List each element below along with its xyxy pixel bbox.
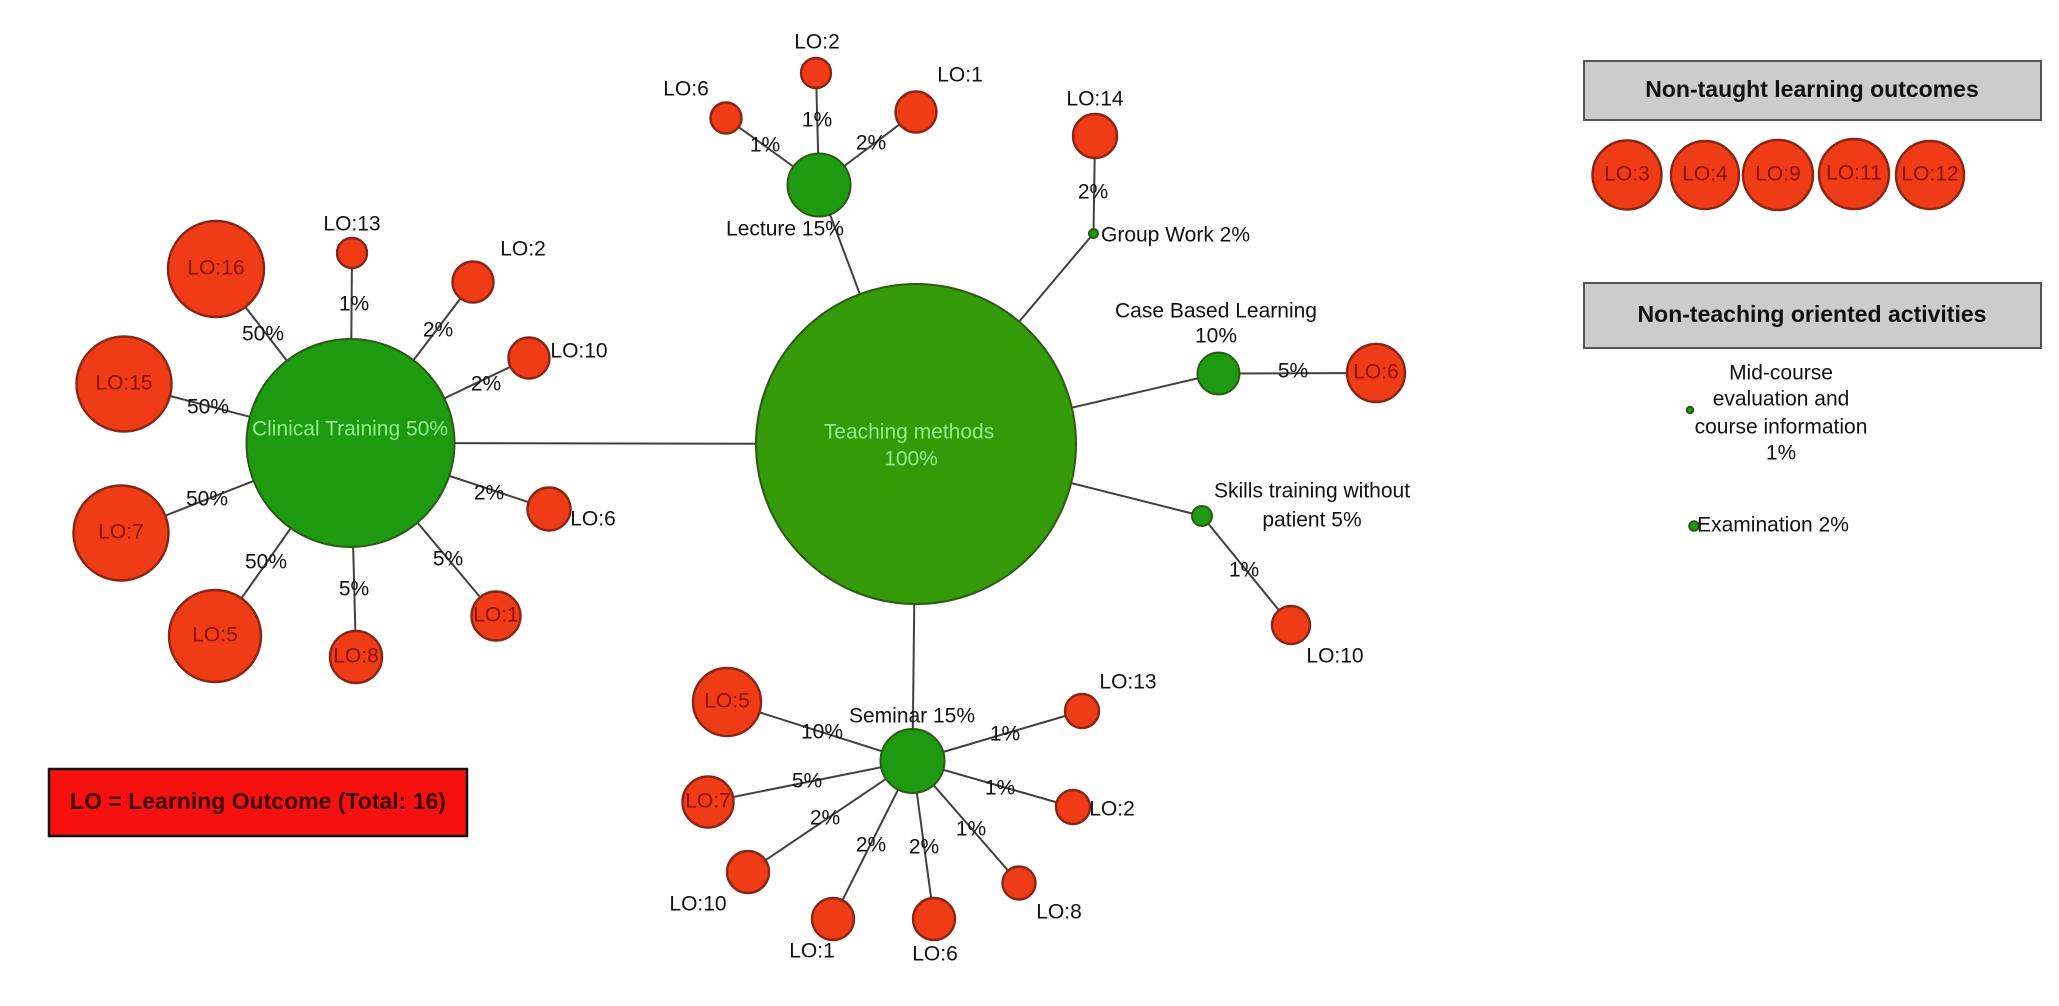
svg-text:LO:14: LO:14 [1066, 88, 1124, 111]
svg-text:LO:7: LO:7 [98, 521, 144, 544]
svg-text:2%: 2% [474, 482, 504, 505]
svg-text:LO:13: LO:13 [1099, 671, 1156, 694]
svg-text:LO:13: LO:13 [323, 213, 380, 236]
svg-text:5%: 5% [1278, 360, 1308, 383]
svg-text:patient 5%: patient 5% [1262, 509, 1361, 532]
svg-text:LO:2: LO:2 [500, 238, 546, 261]
svg-text:5%: 5% [433, 548, 463, 571]
svg-text:1%: 1% [802, 109, 832, 132]
svg-text:Group Work 2%: Group Work 2% [1101, 224, 1250, 247]
svg-text:Examination 2%: Examination 2% [1697, 514, 1849, 537]
svg-text:LO:16: LO:16 [187, 257, 244, 280]
svg-text:LO:6: LO:6 [1353, 361, 1399, 384]
svg-text:1%: 1% [956, 818, 986, 841]
svg-text:1%: 1% [1229, 559, 1259, 582]
svg-text:LO:15: LO:15 [95, 372, 152, 395]
svg-text:LO:6: LO:6 [912, 943, 958, 966]
svg-text:5%: 5% [339, 578, 369, 601]
svg-text:Mid-course: Mid-course [1729, 362, 1833, 385]
svg-text:1%: 1% [985, 777, 1015, 800]
svg-text:50%: 50% [245, 551, 287, 574]
svg-text:LO:4: LO:4 [1682, 163, 1728, 186]
svg-text:Teaching methods: Teaching methods [824, 421, 994, 444]
svg-text:LO:12: LO:12 [1901, 163, 1958, 186]
svg-text:LO:2: LO:2 [1089, 798, 1135, 821]
svg-text:50%: 50% [242, 323, 284, 346]
svg-text:10%: 10% [1195, 325, 1237, 348]
svg-text:Non-taught learning outcomes: Non-taught learning outcomes [1645, 76, 1979, 102]
svg-text:LO:10: LO:10 [550, 340, 607, 363]
svg-text:Clinical Training 50%: Clinical Training 50% [252, 418, 448, 441]
svg-text:5%: 5% [792, 770, 822, 793]
svg-text:LO:8: LO:8 [333, 645, 379, 668]
svg-text:LO:1: LO:1 [937, 64, 983, 87]
svg-text:50%: 50% [187, 396, 229, 419]
svg-text:course information: course information [1695, 416, 1868, 439]
svg-text:Case Based Learning: Case Based Learning [1115, 300, 1317, 323]
svg-text:Lecture 15%: Lecture 15% [726, 218, 844, 241]
svg-text:2%: 2% [810, 807, 840, 830]
svg-text:1%: 1% [1766, 442, 1796, 465]
svg-text:2%: 2% [856, 834, 886, 857]
svg-text:Seminar 15%: Seminar 15% [849, 705, 975, 728]
svg-text:LO:6: LO:6 [663, 78, 709, 101]
svg-text:50%: 50% [186, 488, 228, 511]
svg-text:2%: 2% [423, 319, 453, 342]
svg-text:Non-teaching oriented activiti: Non-teaching oriented activities [1638, 301, 1987, 327]
svg-text:LO:5: LO:5 [704, 690, 750, 713]
svg-text:LO:10: LO:10 [669, 893, 726, 916]
svg-text:1%: 1% [339, 293, 369, 316]
svg-text:2%: 2% [471, 373, 501, 396]
svg-text:LO:1: LO:1 [789, 940, 835, 963]
svg-text:LO:9: LO:9 [1755, 163, 1801, 186]
svg-text:2%: 2% [1078, 181, 1108, 204]
svg-text:LO:8: LO:8 [1036, 901, 1082, 924]
svg-text:LO:6: LO:6 [570, 508, 616, 531]
svg-text:evaluation and: evaluation and [1713, 388, 1850, 411]
svg-text:LO:11: LO:11 [1826, 162, 1882, 185]
svg-text:LO = Learning Outcome (Total:: LO = Learning Outcome (Total: 16) [70, 788, 446, 814]
svg-text:100%: 100% [884, 448, 938, 471]
svg-text:Skills training without: Skills training without [1214, 480, 1410, 503]
svg-text:LO:10: LO:10 [1306, 645, 1363, 668]
svg-text:1%: 1% [750, 134, 780, 157]
svg-text:LO:2: LO:2 [794, 31, 840, 54]
svg-text:LO:1: LO:1 [473, 604, 519, 627]
svg-text:2%: 2% [856, 132, 886, 155]
svg-text:1%: 1% [990, 723, 1020, 746]
svg-text:LO:5: LO:5 [192, 624, 238, 647]
svg-text:LO:7: LO:7 [685, 790, 731, 813]
svg-text:LO:3: LO:3 [1604, 163, 1650, 186]
svg-text:2%: 2% [909, 836, 939, 859]
svg-text:10%: 10% [801, 721, 843, 744]
